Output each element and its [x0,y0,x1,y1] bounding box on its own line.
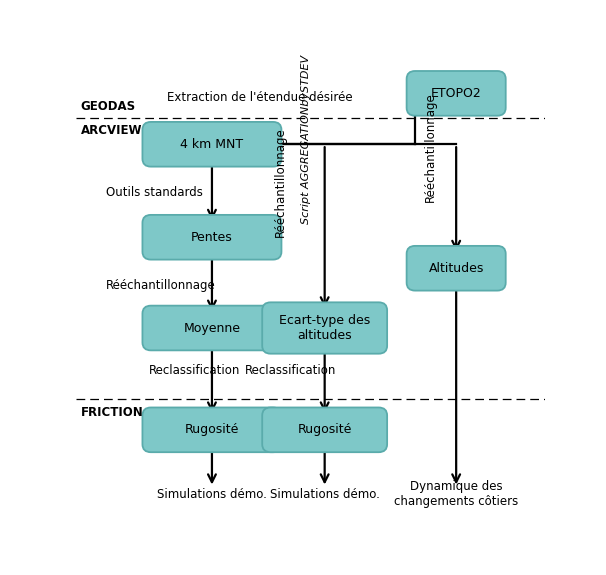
FancyBboxPatch shape [142,215,281,259]
FancyBboxPatch shape [142,122,281,167]
Text: Rééchantillonnage: Rééchantillonnage [273,128,287,237]
Text: Rééchantillonnage: Rééchantillonnage [424,92,437,202]
Text: Outils standards: Outils standards [106,186,203,200]
Text: Rugosité: Rugosité [298,423,352,436]
FancyBboxPatch shape [262,408,387,452]
Text: Rugosité: Rugosité [185,423,239,436]
FancyBboxPatch shape [142,306,281,350]
FancyBboxPatch shape [407,71,506,116]
Text: Ecart-type des
altitudes: Ecart-type des altitudes [279,314,370,342]
Text: Script AGGREGATIONbySTDEV: Script AGGREGATIONbySTDEV [301,55,311,224]
Text: Extraction de l'étendue désirée: Extraction de l'étendue désirée [167,91,353,104]
Text: Moyenne: Moyenne [184,321,241,335]
Text: Altitudes: Altitudes [428,262,484,275]
Text: Dynamique des
changements côtiers: Dynamique des changements côtiers [394,480,518,508]
Text: Reclassification: Reclassification [245,363,336,377]
FancyBboxPatch shape [142,408,281,452]
Text: Pentes: Pentes [191,231,233,244]
FancyBboxPatch shape [262,302,387,354]
Text: Reclassification: Reclassification [148,363,240,377]
Text: FRICTION: FRICTION [81,405,143,419]
Text: Simulations démo.: Simulations démo. [270,488,379,501]
Text: ETOPO2: ETOPO2 [431,87,482,100]
Text: Rééchantillonnage: Rééchantillonnage [106,279,216,293]
Text: 4 km MNT: 4 km MNT [181,138,244,151]
Text: GEODAS: GEODAS [81,100,136,113]
FancyBboxPatch shape [407,246,506,290]
Text: ARCVIEW: ARCVIEW [81,124,142,137]
Text: Simulations démo.: Simulations démo. [157,488,267,501]
